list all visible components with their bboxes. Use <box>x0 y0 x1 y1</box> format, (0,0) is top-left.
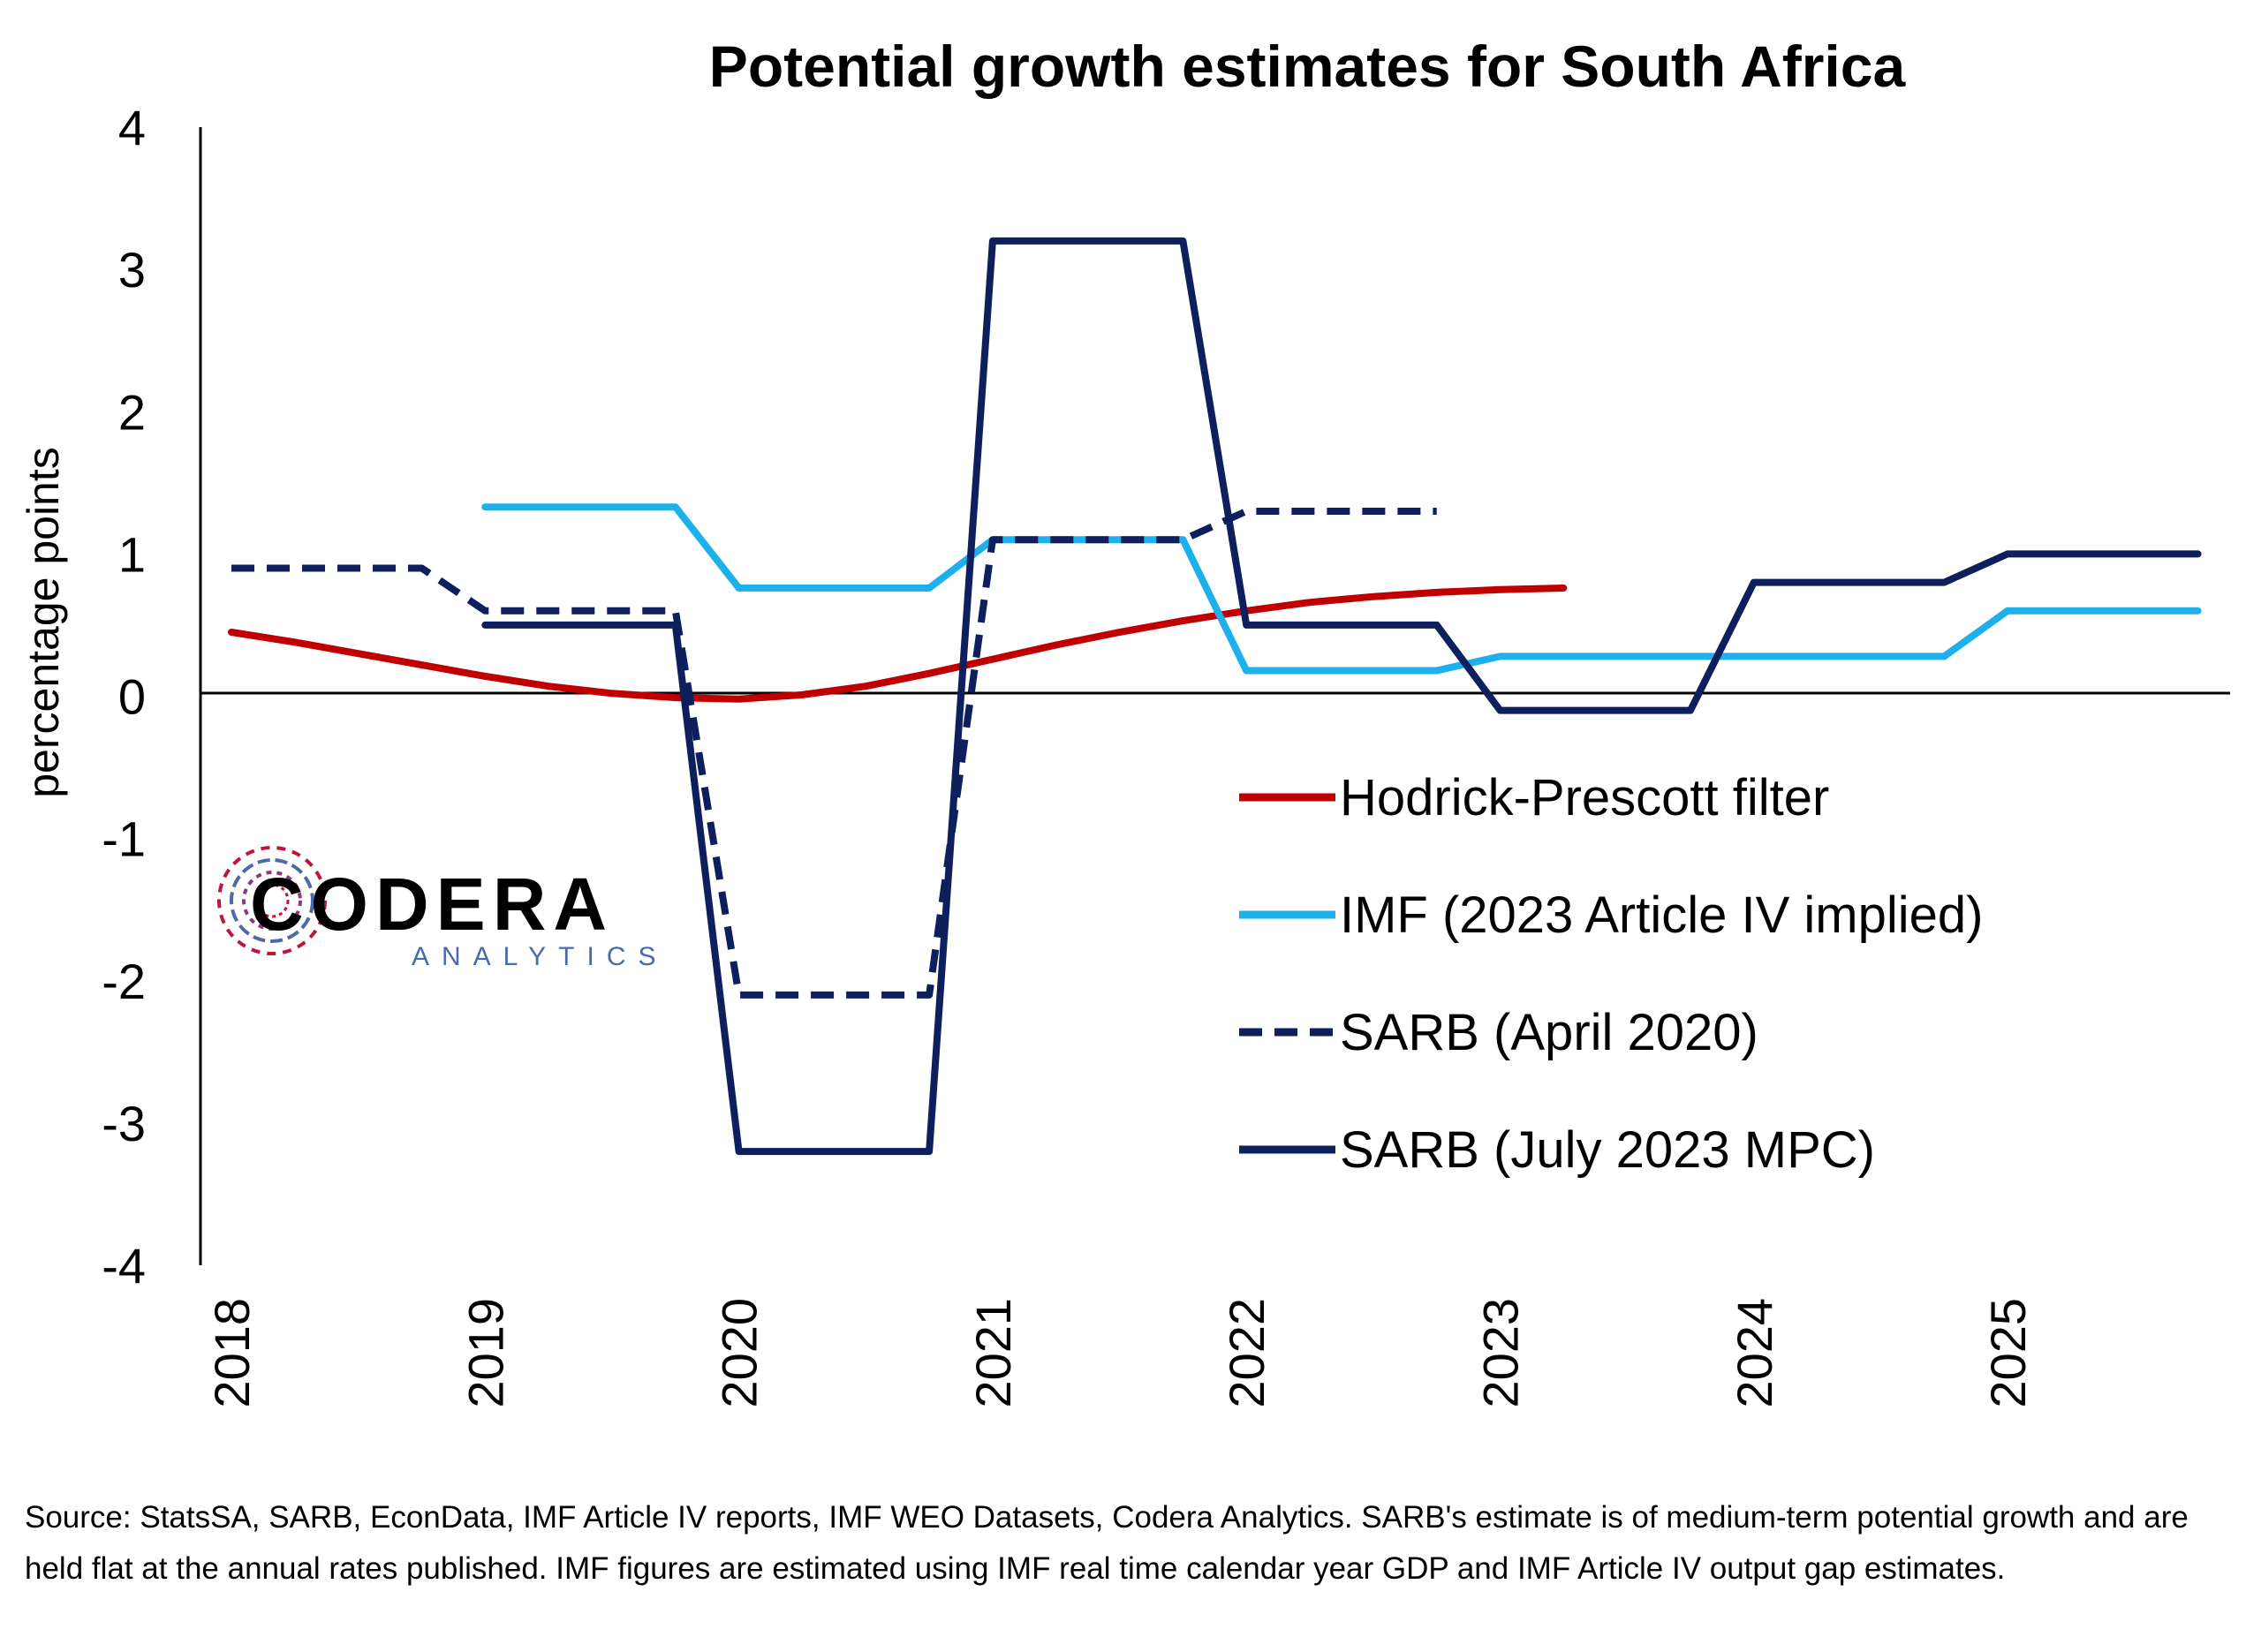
y-tick-label: 2 <box>118 384 146 440</box>
legend-label-1: Hodrick-Prescott filter <box>1340 769 1829 826</box>
y-tick-label: 1 <box>118 526 146 582</box>
legend: Hodrick-Prescott filter IMF (2023 Article… <box>1239 769 1983 1179</box>
logo-sub-text: ANALYTICS <box>412 942 669 971</box>
x-tick-label: 2023 <box>1473 1298 1529 1408</box>
x-tick-label: 2018 <box>204 1298 260 1408</box>
y-tick-label: -2 <box>102 954 146 1009</box>
series-line-4 <box>481 237 2202 1156</box>
series-layer <box>228 237 2202 1156</box>
y-tick-label: -3 <box>102 1096 146 1151</box>
y-axis-label: percentage points <box>19 447 68 798</box>
y-tick-labels: -4 -3 -2 -1 0 1 2 3 4 <box>102 100 146 1294</box>
series-line-2 <box>481 503 2202 675</box>
y-tick-label: -4 <box>102 1238 146 1294</box>
logo-main-text: CODERA <box>250 863 614 946</box>
x-tick-label: 2021 <box>965 1298 1021 1408</box>
x-tick-label: 2022 <box>1219 1298 1274 1408</box>
x-tick-label: 2020 <box>712 1298 768 1408</box>
x-tick-label: 2024 <box>1727 1298 1782 1408</box>
legend-label-3: SARB (April 2020) <box>1340 1004 1758 1061</box>
chart-title: Potential growth estimates for South Afr… <box>709 34 1907 99</box>
codera-logo-icon <box>217 846 327 955</box>
series-line-1 <box>228 585 1568 703</box>
source-note: Source: StatsSA, SARB, EconData, IMF Art… <box>25 1500 2189 1586</box>
x-tick-label: 2025 <box>1980 1298 2036 1408</box>
series-line-3 <box>231 508 1437 999</box>
y-tick-label: 4 <box>118 100 146 155</box>
y-tick-label: -1 <box>102 811 146 867</box>
codera-logo: CODERA ANALYTICS <box>217 846 669 971</box>
x-tick-labels: 2018 2019 2020 2021 2022 2023 2024 2025 <box>204 1298 2036 1408</box>
legend-label-2: IMF (2023 Article IV implied) <box>1340 886 1983 944</box>
legend-label-4: SARB (July 2023 MPC) <box>1340 1121 1875 1179</box>
y-tick-label: 3 <box>118 242 146 298</box>
y-tick-label: 0 <box>118 669 146 725</box>
x-tick-label: 2019 <box>457 1298 513 1408</box>
